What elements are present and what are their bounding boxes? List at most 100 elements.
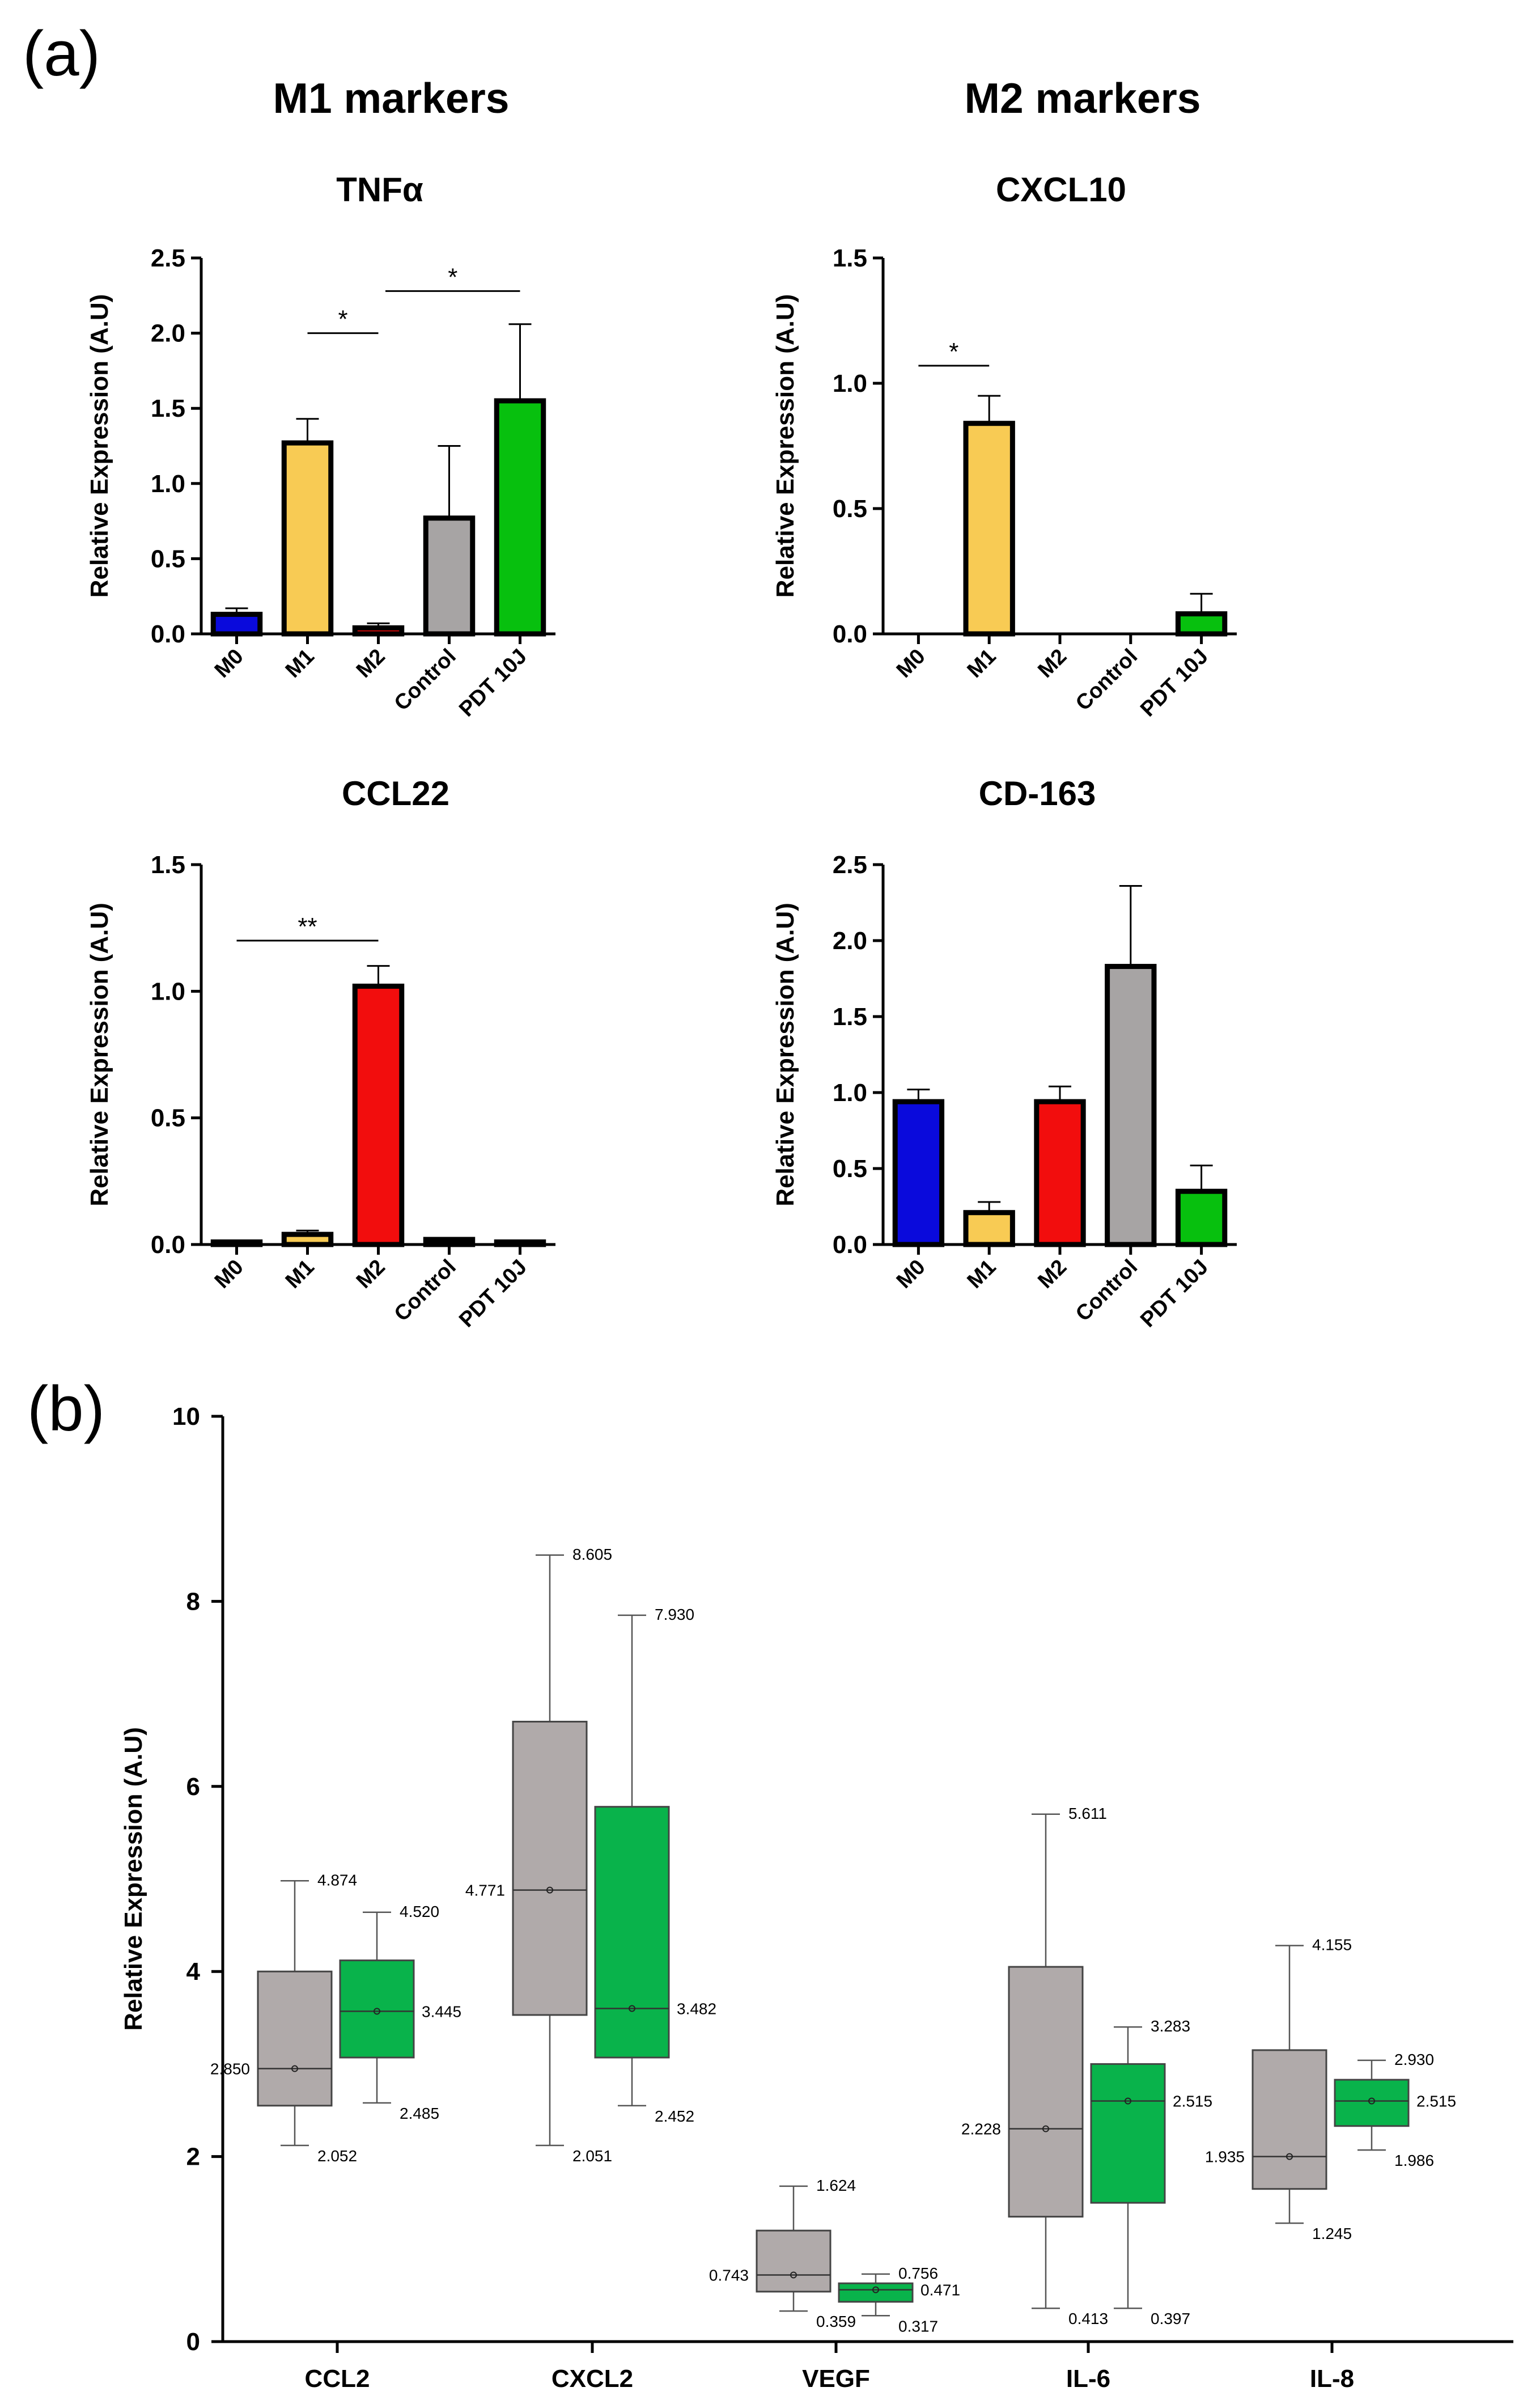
bar-pdt-10j bbox=[1175, 1188, 1228, 1247]
y-tick-label: 0.5 bbox=[833, 1155, 867, 1183]
significance-marker: * bbox=[338, 306, 347, 333]
min-value-label: 0.317 bbox=[898, 2317, 938, 2335]
median-value-label: 4.771 bbox=[465, 1882, 505, 1899]
box-pdt-10j-ccl2: 4.520 3.445 2.485 bbox=[339, 1903, 461, 2122]
bar-m1 bbox=[963, 1210, 1015, 1247]
x-tick-label-control: Control bbox=[1071, 645, 1142, 716]
box-control-ccl2: 4.874 2.850 2.052 bbox=[210, 1871, 357, 2165]
min-value-label: 0.397 bbox=[1151, 2310, 1190, 2327]
max-value-label: 4.155 bbox=[1312, 1936, 1352, 1954]
significance-marker: * bbox=[949, 338, 958, 366]
iqr-box bbox=[1334, 2079, 1410, 2127]
max-value-label: 8.605 bbox=[572, 1546, 612, 1563]
x-tick-label-m0: M0 bbox=[892, 645, 930, 683]
bar-m0 bbox=[210, 1239, 263, 1247]
chart-title: CCL22 bbox=[342, 774, 449, 812]
min-value-label: 2.051 bbox=[572, 2147, 612, 2165]
bar-m1 bbox=[281, 440, 334, 637]
y-tick-label: 2.5 bbox=[151, 244, 185, 272]
panel-a-label: (a) bbox=[23, 18, 100, 89]
ccl22-bar-chart: CCL22 Relative Expression (A.U) 0.0 0.5 1.0 1… bbox=[86, 774, 555, 1332]
x-tick-label-m2: M2 bbox=[1033, 1255, 1071, 1293]
median-marker bbox=[790, 2271, 797, 2279]
median-value-label: 2.228 bbox=[961, 2120, 1001, 2138]
x-tick-label-vegf: VEGF bbox=[802, 2365, 870, 2393]
iqr-box bbox=[594, 1806, 670, 2059]
median-value-label: 2.850 bbox=[210, 2060, 250, 2078]
x-tick-label-pdt-10j: PDT 10J bbox=[455, 1255, 532, 1332]
y-tick-label: 2 bbox=[186, 2143, 200, 2171]
median-marker bbox=[374, 2008, 380, 2015]
median-marker bbox=[1125, 2097, 1131, 2105]
y-tick-label: 4 bbox=[186, 1958, 201, 1986]
median-marker bbox=[546, 1886, 553, 1894]
y-tick-label: 2.0 bbox=[151, 320, 185, 348]
bar-m1 bbox=[281, 1231, 334, 1247]
y-tick-label: 0.0 bbox=[833, 1231, 867, 1259]
iqr-box bbox=[512, 1721, 588, 2016]
y-tick-label: 2.5 bbox=[833, 851, 867, 879]
y-tick-label: 1.0 bbox=[833, 1079, 867, 1107]
y-tick-label: 0.5 bbox=[151, 1104, 185, 1132]
significance-marker: ** bbox=[298, 913, 317, 941]
y-tick-label: 1.0 bbox=[833, 370, 867, 397]
iqr-box bbox=[257, 1970, 333, 2107]
bar-m0 bbox=[892, 1099, 945, 1247]
median-value-label: 1.935 bbox=[1205, 2148, 1245, 2166]
y-tick-label: 1.0 bbox=[151, 470, 185, 498]
median-value-label: 0.471 bbox=[920, 2282, 960, 2299]
y-axis-label: Relative Expression (A.U) bbox=[771, 294, 799, 598]
significance-marker: * bbox=[448, 263, 457, 291]
bar-m1 bbox=[963, 421, 1015, 637]
median-value-label: 2.515 bbox=[1173, 2093, 1212, 2110]
bar-m0 bbox=[210, 612, 263, 637]
box-pdt-10j-il-8: 2.930 2.515 1.986 bbox=[1334, 2051, 1456, 2169]
iqr-box bbox=[1090, 2063, 1166, 2204]
x-tick-label-m0: M0 bbox=[892, 1255, 930, 1293]
box-control-cxcl2: 8.605 4.771 2.051 bbox=[465, 1546, 612, 2165]
y-tick-label: 1.0 bbox=[151, 977, 185, 1005]
x-tick-label-m1: M1 bbox=[281, 1255, 319, 1293]
y-tick-label: 1.5 bbox=[833, 1003, 867, 1031]
box-pdt-10j-il-6: 3.283 2.515 0.397 bbox=[1090, 2017, 1212, 2327]
median-marker bbox=[629, 2005, 635, 2012]
median-value-label: 3.482 bbox=[677, 2000, 716, 2017]
x-tick-label-il-6: IL-6 bbox=[1066, 2365, 1110, 2393]
max-value-label: 3.283 bbox=[1151, 2017, 1190, 2035]
min-value-label: 2.452 bbox=[655, 2107, 694, 2125]
box-control-vegf: 1.624 0.743 0.359 bbox=[709, 2177, 856, 2330]
max-value-label: 2.930 bbox=[1394, 2051, 1434, 2068]
median-value-label: 0.743 bbox=[709, 2266, 749, 2284]
cd163-bar-chart: CD-163 Relative Expression (A.U) 0.0 0.5 1.0… bbox=[771, 774, 1237, 1332]
y-tick-label: 1.5 bbox=[833, 244, 867, 272]
y-tick-label: 8 bbox=[186, 1588, 200, 1615]
median-marker bbox=[291, 2065, 298, 2072]
median-value-label: 2.515 bbox=[1416, 2093, 1456, 2110]
y-tick-label: 2.0 bbox=[833, 927, 867, 955]
box-control-il-6: 5.611 2.228 0.413 bbox=[961, 1805, 1108, 2327]
box-pdt-10j-cxcl2: 7.930 3.482 2.452 bbox=[594, 1606, 716, 2125]
min-value-label: 0.359 bbox=[816, 2313, 856, 2330]
box-control-il-8: 4.155 1.935 1.245 bbox=[1205, 1936, 1352, 2243]
bar-control bbox=[1105, 964, 1157, 1247]
y-axis-label: Relative Expression (A.U) bbox=[86, 903, 113, 1207]
x-tick-label-m1: M1 bbox=[281, 645, 319, 683]
m2-markers-title: M2 markers bbox=[964, 74, 1201, 122]
max-value-label: 4.874 bbox=[317, 1871, 357, 1889]
bar-control bbox=[423, 515, 476, 637]
x-tick-label-control: Control bbox=[390, 645, 461, 716]
x-tick-label-m1: M1 bbox=[963, 645, 1001, 683]
x-tick-label-il-8: IL-8 bbox=[1310, 2365, 1354, 2393]
cxcl10-bar-chart: CXCL10 Relative Expression (A.U) 0.0 0.5 1.0… bbox=[771, 171, 1237, 721]
max-value-label: 1.624 bbox=[816, 2177, 856, 2194]
max-value-label: 0.756 bbox=[898, 2264, 938, 2282]
y-tick-label: 0.0 bbox=[833, 620, 867, 648]
panel-b-label: (b) bbox=[27, 1373, 105, 1444]
x-tick-label-m1: M1 bbox=[963, 1255, 1001, 1293]
y-tick-label: 1.5 bbox=[151, 395, 185, 422]
median-marker bbox=[1368, 2097, 1375, 2105]
bar-m2 bbox=[352, 983, 405, 1247]
y-tick-label: 0.0 bbox=[151, 1231, 185, 1259]
y-tick-label: 10 bbox=[172, 1403, 200, 1430]
